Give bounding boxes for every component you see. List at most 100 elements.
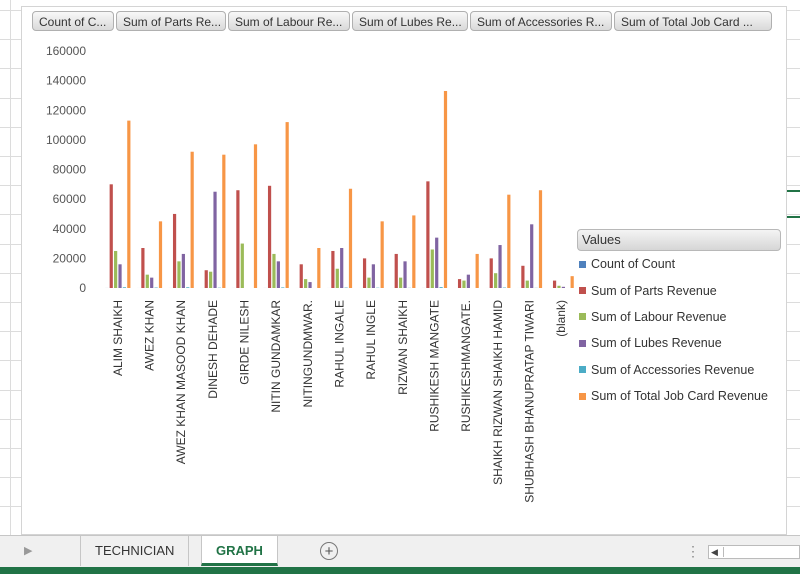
legend-item[interactable]: Count of Count — [577, 251, 781, 277]
bar-labour[interactable] — [557, 286, 560, 288]
y-tick-label: 20000 — [53, 251, 87, 265]
x-category-label: NITIN GUNDAMKAR — [269, 300, 283, 413]
bar-lubes[interactable] — [498, 245, 501, 288]
bar-total[interactable] — [507, 195, 510, 288]
bar-labour[interactable] — [462, 281, 465, 288]
legend-swatch — [579, 393, 586, 400]
scrollbar-thumb[interactable] — [723, 547, 794, 557]
legend-item[interactable]: Sum of Total Job Card Revenue — [577, 383, 781, 409]
bar-accessories[interactable] — [186, 287, 189, 288]
status-bar — [0, 567, 800, 574]
x-category-label: RUSHIKESHMANGATE. — [459, 300, 473, 432]
bar-total[interactable] — [286, 122, 289, 288]
bar-lubes[interactable] — [562, 287, 565, 288]
bar-total[interactable] — [539, 190, 542, 288]
bar-total[interactable] — [349, 189, 352, 288]
chart-legend: Values Count of Count Sum of Parts Revenu… — [577, 229, 781, 409]
horizontal-scrollbar[interactable]: ◀ — [708, 545, 800, 559]
bar-lubes[interactable] — [118, 264, 121, 288]
bar-lubes[interactable] — [403, 261, 406, 288]
bar-total[interactable] — [412, 215, 415, 288]
bar-lubes[interactable] — [435, 238, 438, 288]
bar-parts[interactable] — [458, 279, 461, 288]
scroll-left-icon[interactable]: ◀ — [711, 547, 718, 558]
x-category-label: RUSHIKESH MANGATE — [428, 300, 442, 432]
legend-item[interactable]: Sum of Labour Revenue — [577, 304, 781, 330]
bar-labour[interactable] — [304, 279, 307, 288]
bar-labour[interactable] — [241, 244, 244, 288]
bar-total[interactable] — [222, 155, 225, 288]
bar-total[interactable] — [191, 152, 194, 288]
bar-parts[interactable] — [268, 186, 271, 288]
y-tick-label: 140000 — [46, 74, 86, 88]
bar-labour[interactable] — [494, 273, 497, 288]
bar-accessories[interactable] — [123, 287, 126, 288]
bar-total[interactable] — [571, 276, 574, 288]
bar-lubes[interactable] — [213, 192, 216, 288]
bar-total[interactable] — [444, 91, 447, 288]
scroll-tabs-right-icon[interactable]: ▶ — [24, 544, 32, 557]
x-category-label: AWEZ KHAN — [143, 300, 157, 371]
legend-title[interactable]: Values — [577, 229, 781, 251]
bar-accessories[interactable] — [281, 287, 284, 288]
bar-parts[interactable] — [490, 258, 493, 288]
tab-graph[interactable]: GRAPH — [201, 536, 278, 566]
bar-total[interactable] — [159, 221, 162, 288]
bar-labour[interactable] — [209, 272, 212, 288]
pivot-chart[interactable]: Count of C... Sum of Parts Re... Sum of … — [21, 6, 787, 535]
legend-label: Sum of Labour Revenue — [591, 310, 727, 324]
bar-labour[interactable] — [526, 281, 529, 288]
legend-label: Count of Count — [591, 257, 675, 271]
x-category-label: ALIM SHAIKH — [111, 300, 125, 376]
bar-parts[interactable] — [205, 270, 208, 288]
bar-parts[interactable] — [173, 214, 176, 288]
add-sheet-icon[interactable]: + — [320, 542, 338, 560]
y-tick-label: 80000 — [53, 163, 87, 177]
bar-parts[interactable] — [331, 251, 334, 288]
bar-parts[interactable] — [521, 266, 524, 288]
bar-labour[interactable] — [431, 249, 434, 288]
legend-item[interactable]: Sum of Parts Revenue — [577, 277, 781, 303]
bar-parts[interactable] — [110, 184, 113, 288]
bar-total[interactable] — [381, 221, 384, 288]
bar-lubes[interactable] — [308, 282, 311, 288]
bar-lubes[interactable] — [467, 275, 470, 288]
legend-label: Sum of Parts Revenue — [591, 284, 717, 298]
x-category-label: AWEZ KHAN MASOOD KHAN — [174, 300, 188, 464]
bar-total[interactable] — [254, 144, 257, 288]
bar-lubes[interactable] — [340, 248, 343, 288]
bar-lubes[interactable] — [372, 264, 375, 288]
x-category-label: RAHUL INGLE — [364, 300, 378, 380]
bar-parts[interactable] — [236, 190, 239, 288]
legend-label: Sum of Total Job Card Revenue — [591, 389, 768, 403]
bar-labour[interactable] — [272, 254, 275, 288]
bar-parts[interactable] — [395, 254, 398, 288]
x-category-label: SHUBHASH BHANUPRATAP TIWARI — [523, 300, 537, 503]
bar-parts[interactable] — [363, 258, 366, 288]
bar-lubes[interactable] — [182, 254, 185, 288]
y-tick-label: 40000 — [53, 222, 87, 236]
bar-total[interactable] — [317, 248, 320, 288]
bar-labour[interactable] — [114, 251, 117, 288]
bar-lubes[interactable] — [530, 224, 533, 288]
bar-labour[interactable] — [367, 278, 370, 288]
legend-swatch — [579, 261, 586, 268]
bar-accessories[interactable] — [440, 287, 443, 288]
bar-total[interactable] — [476, 254, 479, 288]
splitter-handle-icon[interactable]: ⋮ — [686, 543, 700, 560]
bar-total[interactable] — [127, 121, 130, 288]
bar-parts[interactable] — [300, 264, 303, 288]
tab-technician[interactable]: TECHNICIAN — [80, 536, 189, 566]
bar-labour[interactable] — [399, 278, 402, 288]
bar-labour[interactable] — [177, 261, 180, 288]
bar-lubes[interactable] — [277, 261, 280, 288]
bar-lubes[interactable] — [150, 278, 153, 288]
bar-parts[interactable] — [141, 248, 144, 288]
legend-item[interactable]: Sum of Lubes Revenue — [577, 330, 781, 356]
bar-labour[interactable] — [146, 275, 149, 288]
bar-parts[interactable] — [553, 281, 556, 288]
grid-line — [10, 0, 11, 535]
bar-parts[interactable] — [426, 181, 429, 288]
legend-item[interactable]: Sum of Accessories Revenue — [577, 357, 781, 383]
bar-labour[interactable] — [336, 269, 339, 288]
